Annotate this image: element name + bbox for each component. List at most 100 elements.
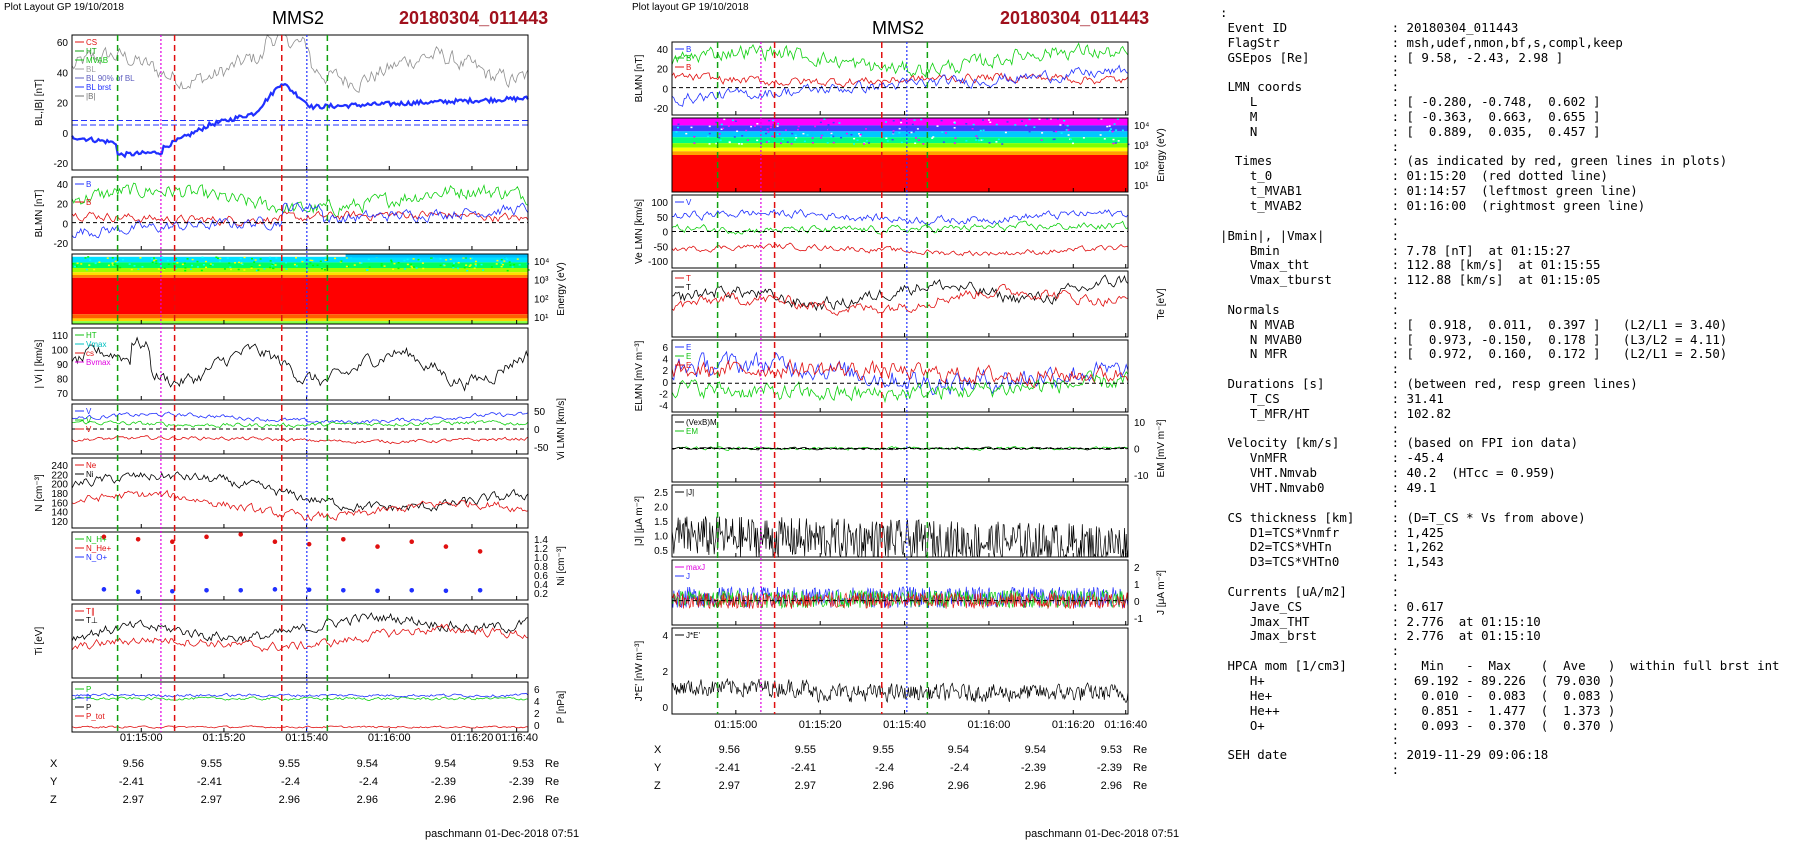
center-panel-3-ytick-label: -100 [648,257,668,268]
left-panel-1-legend-label: CS [86,38,97,47]
center-panel-2-spectrogram-speck [1119,118,1122,121]
left-panel-1-ytick-label: 40 [57,68,69,79]
left-panel-3-spectrogram-speck [419,259,422,262]
center-time-tick-label: 01:15:20 [799,719,842,731]
left-panel-3-spectrogram-speck [107,264,110,267]
left-panel-3-spectrogram-speck [219,257,222,260]
left-panel-2-series-1 [71,210,529,227]
center-footer: paschmann 01-Dec-2018 07:51 [1025,828,1180,840]
position-value: -2.39 [430,776,456,788]
left-panel-8: Ti [eV] T∥T⊥ [34,603,529,679]
info-line: Jave_CS : 0.617 [1220,598,1444,614]
left-panel-3-spectrogram-speck [259,258,262,260]
center-panel-2-spectrogram-speck [1065,129,1068,131]
left-panel-3-spectrogram-speck [189,268,192,271]
left-panel-3-spectrogram-speck [360,262,363,264]
left-panel-2-ylabel: BLMN [nT] [34,189,45,237]
center-panel-2-spectrogram-speck [1108,125,1111,127]
info-line: He+ : 0.010 - 0.083 ( 0.083 ) [1220,687,1616,703]
left-panel-3-spectrogram-speck [202,264,205,266]
left-panel-3-spectrogram-speck [229,268,232,271]
left-panel-3-spectrogram-speck [430,258,433,260]
center-panel-2-spectrogram-speck [802,132,805,135]
center-panel-2-spectrogram-speck [740,143,743,145]
left-panel-3-spectrogram-speck [269,260,272,262]
center-panel-2-spectrogram-speck [858,133,861,135]
center-panel-1-series-2 [671,64,1129,107]
left-panel-7-legend-label: N_H+ [86,535,107,544]
position-value: 9.55 [794,744,816,756]
center-panel-2-spectrogram-speck [988,142,991,144]
left-panel-3-spectrogram-speck [295,257,298,259]
left-panel-4-legend-label: cs [86,349,94,358]
center-panel-2-spectrogram-speck [914,142,917,145]
left-panel-3-spectrogram-speck [250,266,253,268]
left-panel-3-spectrogram-speck [462,257,465,259]
left-panel-7-point [135,589,141,595]
position-value: -2.41 [714,762,740,774]
center-panel-2-spectrogram-speck [814,125,817,128]
info-line: : [1220,64,1400,80]
center-panel-2-spectrogram-speck [708,132,711,135]
center-panel-2-spectrogram-speck [675,131,678,133]
left-panel-3-spectrogram-speck [403,259,406,262]
position-value: -2.41 [790,762,816,774]
center-panel-2-spectrogram-speck [987,119,990,121]
left-panel-8-legend-label: T∥ [86,607,95,616]
center-panel-2-spectrogram-speck [1041,132,1044,134]
center-panel-2-spectrogram-speck [859,133,862,136]
info-line: Velocity [km/s] : (based on FPI ion data… [1220,435,1579,451]
center-panel-6-frame [671,414,1129,483]
position-row-label: Z [50,794,57,806]
left-panel-3-spectrogram-speck [465,257,468,259]
center-panel-2-spectrogram-speck [838,122,841,124]
center-panel-2-spectrogram-speck [1063,119,1066,122]
center-time-tick-label: 01:16:00 [968,719,1011,731]
center-panel-2-spectrogram-speck [766,128,769,130]
center-panel-2-spectrogram-speck [753,125,756,127]
left-panel-7-point [101,587,107,592]
left-panel-3-ytick-label: 10³ [534,276,549,287]
left-panel-3-spectrogram-speck [153,259,156,262]
left-panel-7-point [443,544,449,549]
center-panel-2-spectrogram-speck [1055,123,1058,125]
center-panel-2-spectrogram-speck [715,121,718,124]
center-panel-2-spectrogram-speck [862,143,865,145]
center-panel-9: 4 2 0 J*E' [nW m⁻³] J*E' [634,627,1129,715]
left-panel-3-spectrogram-speck [456,267,459,270]
left-panel-3-spectrogram-speck [87,256,90,258]
position-value: 9.55 [200,758,222,770]
center-panel-4-legend-label: T [686,283,691,292]
position-value: -2.39 [1020,762,1046,774]
left-panel-7-point [135,536,141,542]
left-panel-2-series-0 [71,182,529,218]
info-line: t_0 : 01:15:20 (red dotted line) [1220,168,1608,184]
center-panel-2-spectrogram-speck [853,137,856,140]
center-panel-2-spectrogram-speck [720,128,723,130]
center-panel-2-spectrogram-speck [707,135,710,138]
center-panel-2-spectrogram-speck [719,139,722,142]
left-panel-3-spectrogram-speck [253,261,256,263]
position-value: 9.55 [278,758,300,770]
left-panel-7-point [238,532,244,537]
center-position-table: X 9.56 9.55 9.55 9.54 9.54 9.53 Re Y -2.41 -2.41 -2… [0,734,1220,792]
center-panel-2-spectrogram-speck [892,120,895,122]
left-panel-3-spectrogram-speck [75,265,78,267]
left-panel-7: 1.41.21.00.80.60.40.2 Ni [cm⁻³] N_H+N_He+N… [71,531,567,601]
left-panel-3-spectrogram-speck [500,258,503,261]
left-panel-3-spectrogram-speck [238,261,241,264]
center-panel-1-legend-label: B [686,54,691,63]
center-panel-2-spectrogram-speck [920,122,923,124]
left-panel-3-spectrogram-speck [306,269,309,271]
center-panel-2-spectrogram-speck [769,126,772,129]
left-panel-1-ytick-label: -20 [54,159,69,170]
left-panel-7-point [238,587,244,593]
center-panel-2-spectrogram-speck [898,132,901,134]
left-panel-3-spectrogram-speck [111,264,114,266]
info-line: Jmax_THT : 2.776 at 01:15:10 [1220,613,1541,629]
left-panel-3-spectrogram-speck [474,260,477,263]
center-panel-2-spectrogram-speck [936,125,939,127]
center-panel-2-spectrogram-speck [723,118,726,121]
center-panel-2-spectrogram-speck [768,119,771,122]
